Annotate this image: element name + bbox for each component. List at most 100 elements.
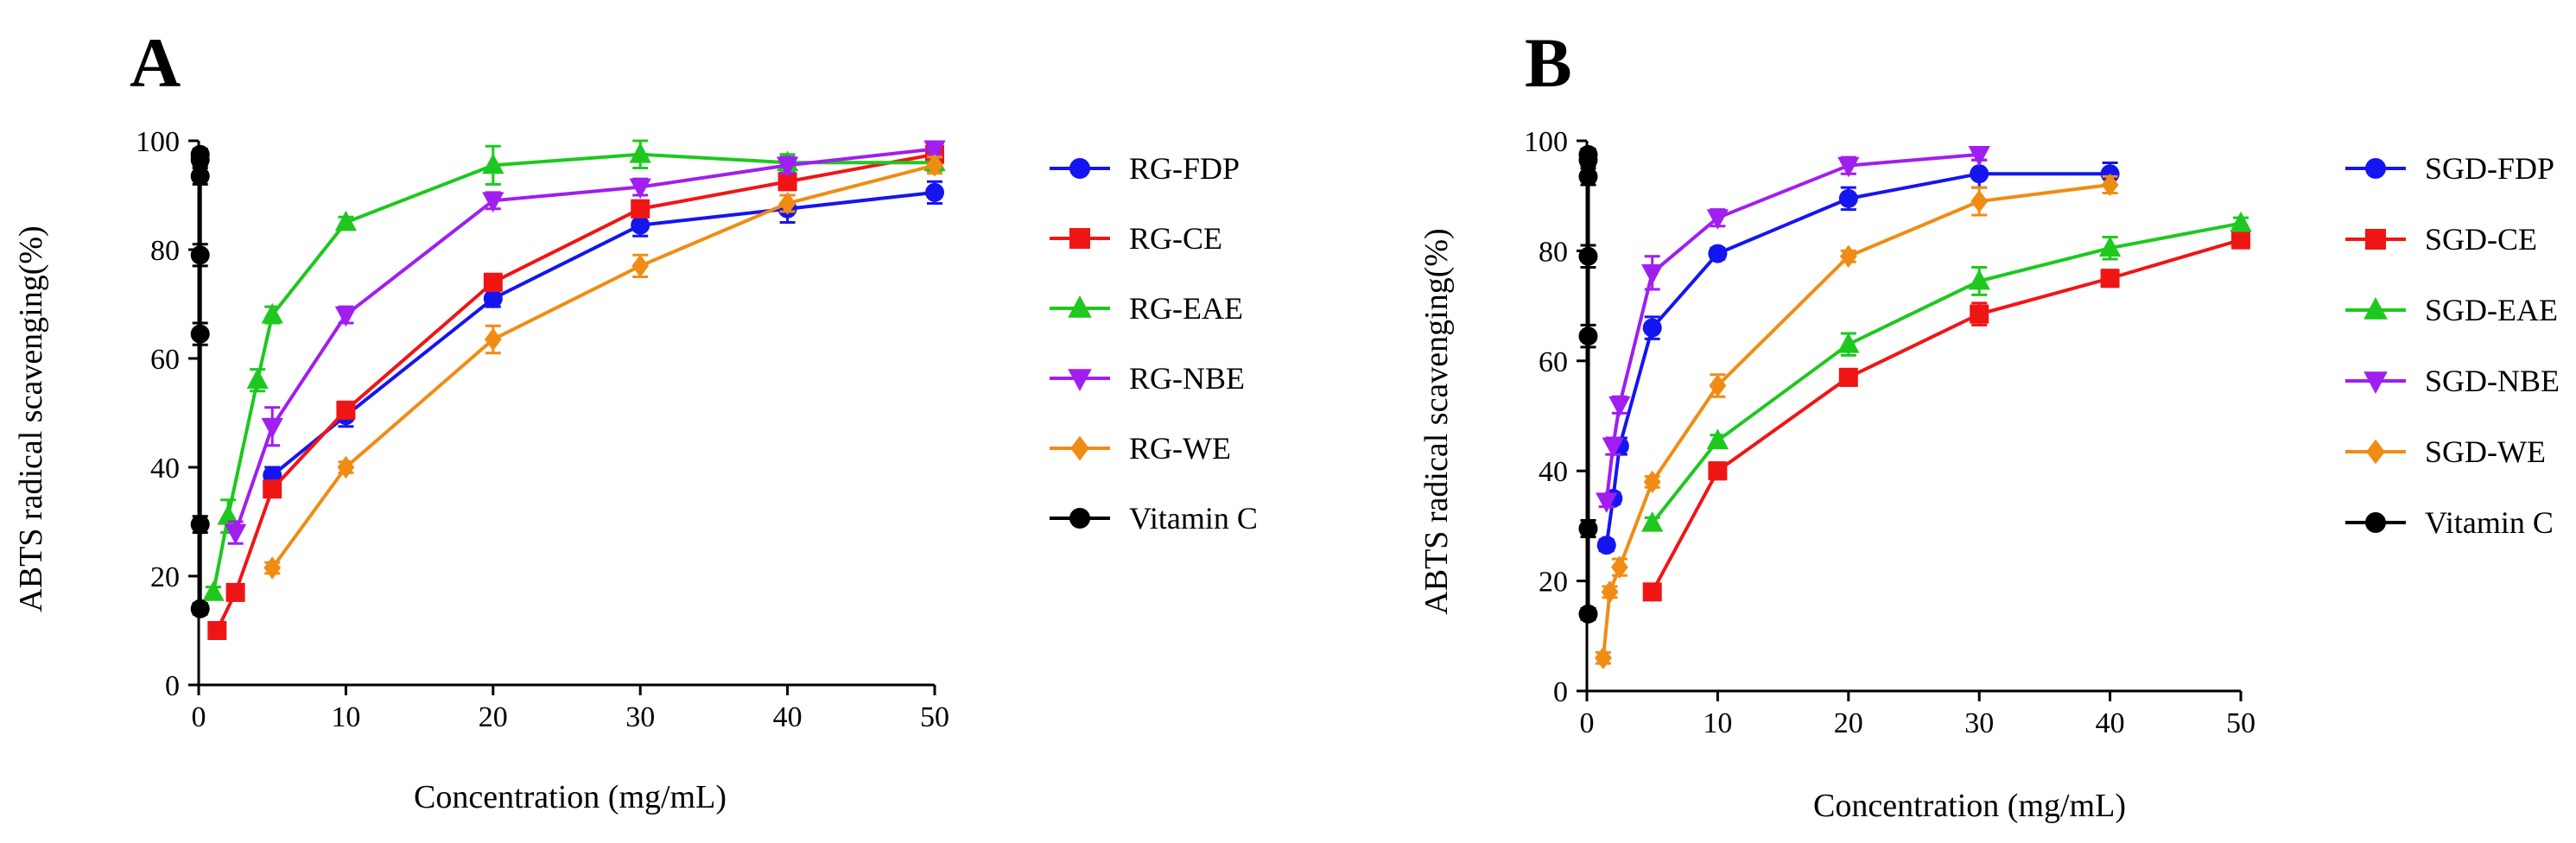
data-point	[776, 156, 799, 178]
data-point	[1578, 246, 1598, 266]
panel-a: A Concentration (mg/mL) ABTS radical sca…	[13, 23, 1258, 815]
data-point	[1595, 646, 1612, 669]
legend-item: RG-EAE	[1050, 291, 1243, 326]
data-point	[190, 166, 210, 186]
legend-item: SGD-FDP	[2345, 151, 2554, 186]
data-point	[225, 582, 245, 602]
panel-b-x-axis-title: Concentration (mg/mL)	[1813, 788, 2126, 824]
data-point	[777, 172, 797, 192]
data-point	[1708, 244, 1728, 263]
data-point	[1578, 519, 1598, 539]
legend-item: Vitamin C	[1050, 501, 1258, 536]
data-point	[224, 523, 247, 545]
legend-marker	[2365, 512, 2386, 533]
data-point	[483, 272, 503, 292]
data-point	[1642, 318, 1662, 338]
data-point	[190, 515, 210, 535]
data-point	[1709, 374, 1727, 397]
x-tick-label: 20	[1834, 707, 1863, 739]
legend-label: SGD-WE	[2425, 434, 2546, 469]
data-point	[1642, 582, 1662, 602]
x-tick-label: 10	[331, 701, 360, 733]
data-point	[334, 306, 358, 327]
panel-b-letter: B	[1525, 23, 1572, 102]
legend-marker	[2366, 439, 2385, 465]
legend-label: RG-EAE	[1129, 291, 1243, 326]
legend-marker	[1068, 369, 1092, 391]
legend-item: RG-CE	[1050, 221, 1222, 256]
legend-marker	[1070, 435, 1089, 461]
legend-item: RG-WE	[1050, 431, 1231, 466]
y-tick-label: 20	[1539, 567, 1568, 599]
data-point	[925, 182, 944, 202]
data-point	[263, 556, 282, 580]
y-tick-label: 100	[1524, 126, 1568, 158]
data-point	[261, 302, 283, 324]
y-tick-label: 20	[150, 561, 180, 593]
legend-marker	[2363, 371, 2388, 394]
series-rg-nbe	[224, 140, 946, 545]
series-line	[215, 152, 936, 631]
data-point	[2100, 269, 2120, 288]
data-point	[334, 210, 358, 231]
series-sgd-nbe	[1596, 146, 1990, 513]
legend-marker	[1069, 228, 1090, 249]
data-point	[1839, 244, 1857, 268]
legend-label: RG-WE	[1129, 431, 1231, 466]
data-point	[1610, 555, 1628, 579]
x-tick-label: 40	[773, 701, 803, 733]
data-point	[1596, 536, 1616, 555]
y-tick-label: 60	[150, 344, 180, 376]
data-point	[1838, 367, 1858, 387]
legend-label: SGD-CE	[2425, 222, 2537, 257]
y-tick-label: 0	[165, 670, 180, 702]
data-point	[629, 178, 651, 200]
data-point	[923, 140, 946, 162]
data-point	[1578, 144, 1598, 164]
data-point	[1970, 304, 1989, 324]
series-sgd-ce	[1642, 230, 2250, 602]
data-point	[778, 192, 796, 215]
data-point	[261, 417, 283, 439]
data-point	[2231, 230, 2250, 250]
panel-a-x-axis-title: Concentration (mg/mL)	[414, 779, 726, 815]
data-point	[1968, 146, 1990, 167]
data-point	[1837, 332, 1860, 353]
y-tick-label: 40	[1539, 456, 1568, 488]
data-point	[336, 400, 356, 420]
data-point	[1968, 269, 1990, 290]
legend-marker	[1069, 508, 1090, 529]
legend-item: RG-FDP	[1050, 151, 1240, 186]
data-point	[1708, 461, 1728, 481]
series-sgd-eae	[1641, 211, 2252, 532]
legend-marker	[2363, 297, 2388, 320]
x-tick-label: 20	[479, 701, 508, 733]
legend-label: SGD-EAE	[2425, 293, 2558, 327]
data-point	[1838, 188, 1858, 208]
series-sgd-fdp	[1596, 158, 2120, 555]
series-rg-we	[263, 154, 943, 580]
data-point	[207, 621, 227, 640]
data-point	[1596, 492, 1618, 513]
legend-label: RG-NBE	[1129, 361, 1245, 396]
data-point	[631, 254, 650, 278]
series-line	[1651, 221, 2242, 524]
data-point	[483, 288, 503, 308]
data-point	[217, 504, 239, 525]
data-point	[202, 580, 225, 601]
data-point	[2101, 173, 2119, 197]
x-tick-label: 30	[1964, 707, 1994, 739]
data-point	[2230, 211, 2252, 232]
data-point	[484, 327, 502, 352]
series-vitamin-c	[1578, 144, 1598, 624]
x-tick-label: 0	[192, 701, 206, 733]
y-tick-label: 60	[1539, 346, 1568, 378]
data-point	[1602, 437, 1624, 459]
y-tick-label: 0	[1553, 676, 1568, 708]
data-point	[631, 199, 650, 219]
panel-a-letter: A	[130, 23, 181, 102]
data-point	[1706, 209, 1729, 230]
legend-item: RG-NBE	[1050, 361, 1245, 396]
x-tick-label: 50	[920, 701, 949, 733]
